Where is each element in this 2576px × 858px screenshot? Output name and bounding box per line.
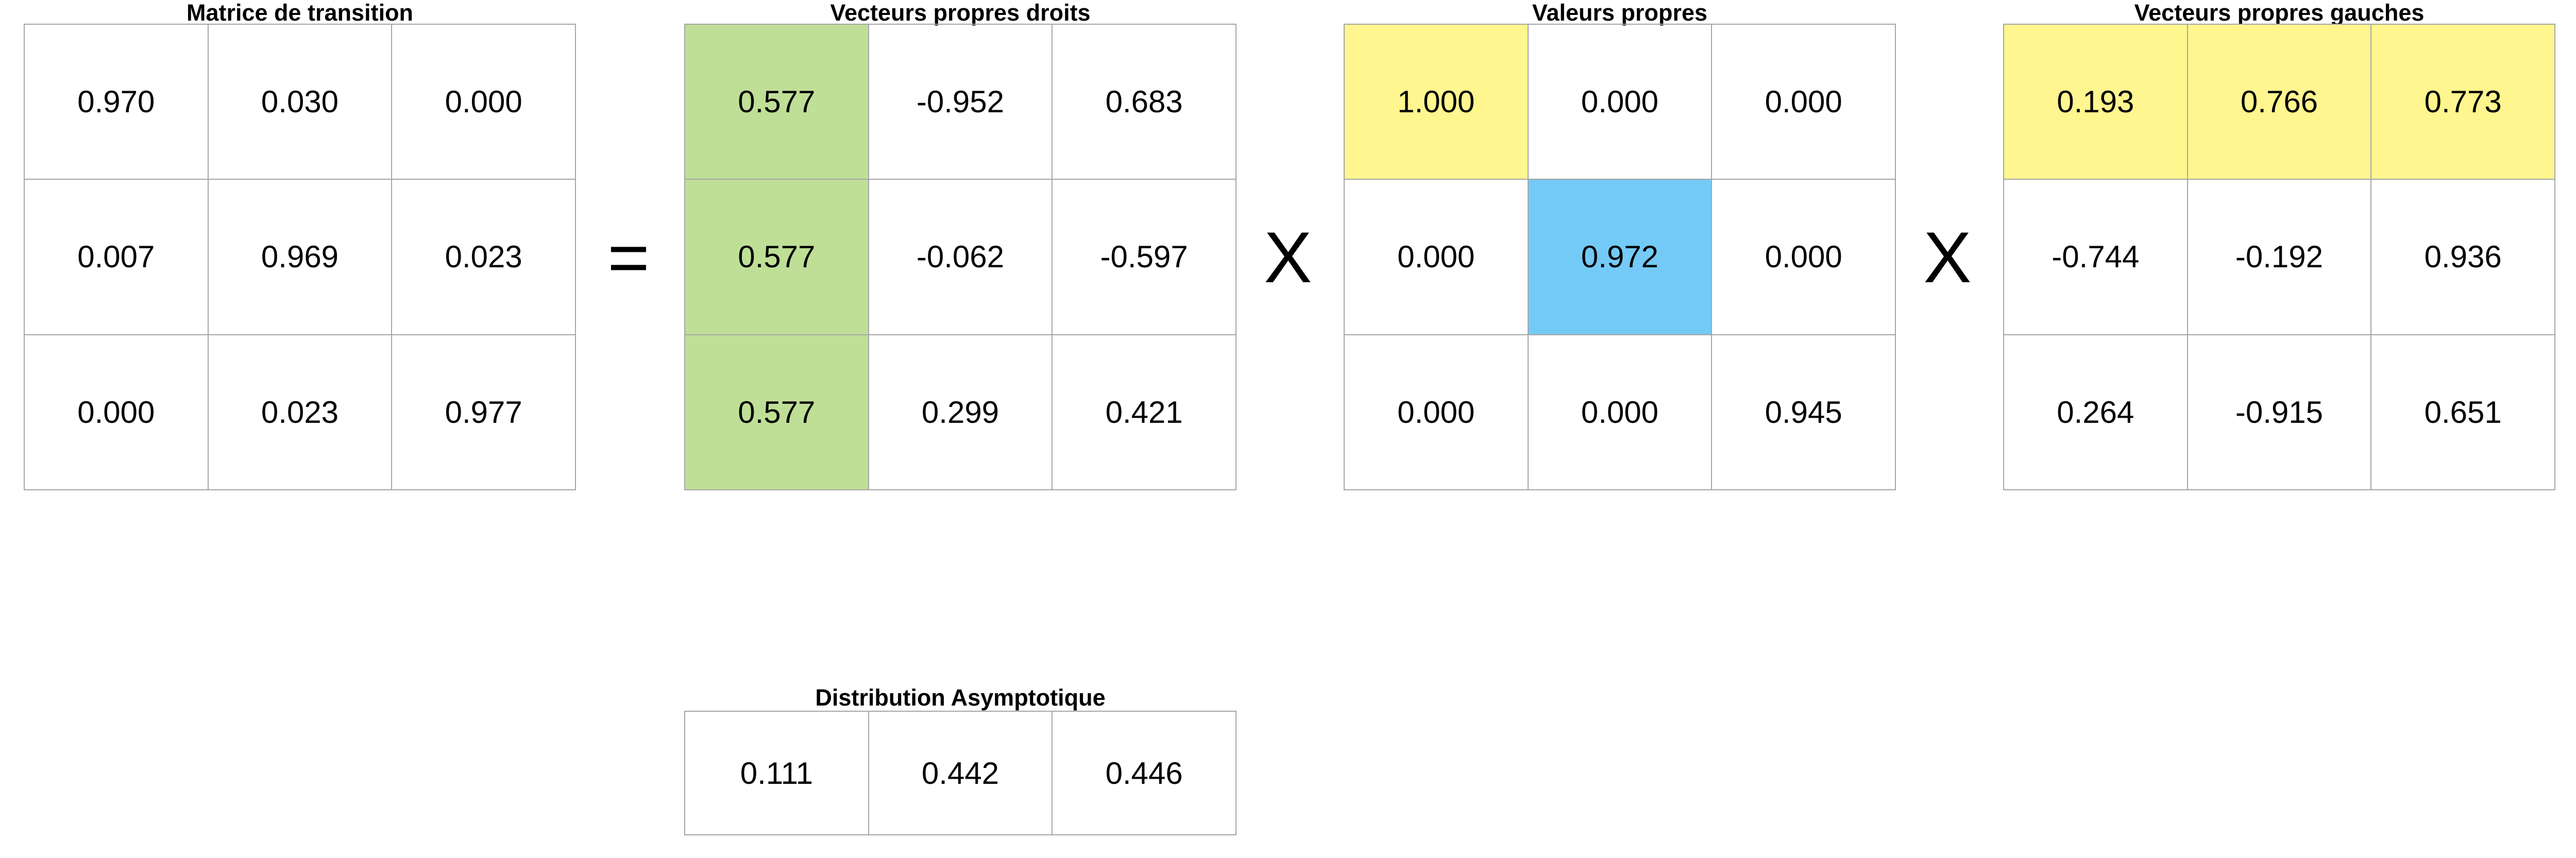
multiply-sign-1: X — [1264, 217, 1312, 298]
right-eig-cell-1-2: -0.597 — [1052, 179, 1236, 335]
right-eig-cell-1-1: -0.062 — [868, 179, 1053, 335]
asymptotic-block: Distribution Asymptotique 0.111 0.442 0.… — [684, 685, 1236, 835]
right-eig-cell-0-2: 0.683 — [1052, 23, 1236, 180]
eigval-cell-2-1: 0.000 — [1527, 334, 1713, 491]
left-eig-cell-0-1: 0.766 — [2187, 23, 2372, 180]
left-eig-cell-2-1: -0.915 — [2187, 334, 2372, 491]
eigval-cell-2-2: 0.945 — [1711, 334, 1896, 491]
transition-matrix: 0.970 0.030 0.000 0.007 0.969 0.023 0.00… — [24, 23, 576, 491]
right-eig-cell-2-0: 0.577 — [684, 334, 869, 491]
left-eig-cell-1-2: 0.936 — [2370, 179, 2555, 335]
left-eigenvectors-block: Vecteurs propres gauches 0.193 0.766 0.7… — [2003, 0, 2555, 491]
asymptotic-cell-1: 0.442 — [868, 711, 1053, 835]
right-eig-cell-0-1: -0.952 — [868, 23, 1053, 180]
right-eig-cell-2-1: 0.299 — [868, 334, 1053, 491]
transition-cell-2-2: 0.977 — [391, 334, 576, 491]
eigenvalues-block: Valeurs propres 1.000 0.000 0.000 0.000 … — [1344, 0, 1896, 491]
eigval-cell-0-2: 0.000 — [1711, 23, 1896, 180]
left-eigenvectors-title: Vecteurs propres gauches — [2134, 0, 2425, 26]
asymptotic-cell-0: 0.111 — [684, 711, 869, 835]
transition-cell-1-0: 0.007 — [24, 179, 209, 335]
eigval-cell-2-0: 0.000 — [1344, 334, 1529, 491]
left-eig-cell-0-0: 0.193 — [2003, 23, 2188, 180]
eigval-cell-1-1: 0.972 — [1527, 179, 1713, 335]
transition-matrix-block: Matrice de transition 0.970 0.030 0.000 … — [24, 0, 576, 491]
eigval-cell-1-2: 0.000 — [1711, 179, 1896, 335]
eigenvalues-matrix: 1.000 0.000 0.000 0.000 0.972 0.000 0.00… — [1344, 23, 1896, 491]
eigval-cell-1-0: 0.000 — [1344, 179, 1529, 335]
asymptotic-cell-2: 0.446 — [1052, 711, 1236, 835]
transition-cell-2-1: 0.023 — [207, 334, 393, 491]
transition-cell-0-0: 0.970 — [24, 23, 209, 180]
equals-sign: = — [607, 217, 650, 298]
asymptotic-title: Distribution Asymptotique — [815, 684, 1106, 711]
left-eigenvectors-matrix: 0.193 0.766 0.773 -0.744 -0.192 0.936 0.… — [2003, 23, 2555, 491]
left-eig-cell-1-0: -0.744 — [2003, 179, 2188, 335]
transition-cell-1-1: 0.969 — [207, 179, 393, 335]
asymptotic-matrix: 0.111 0.442 0.446 — [684, 711, 1236, 835]
left-eig-cell-2-2: 0.651 — [2370, 334, 2555, 491]
transition-cell-1-2: 0.023 — [391, 179, 576, 335]
eigval-cell-0-0: 1.000 — [1344, 23, 1529, 180]
left-eig-cell-0-2: 0.773 — [2370, 23, 2555, 180]
right-eig-cell-2-2: 0.421 — [1052, 334, 1236, 491]
transition-matrix-title: Matrice de transition — [186, 0, 414, 26]
transition-cell-2-0: 0.000 — [24, 334, 209, 491]
left-eig-cell-1-1: -0.192 — [2187, 179, 2372, 335]
right-eigenvectors-matrix: 0.577 -0.952 0.683 0.577 -0.062 -0.597 0… — [684, 23, 1236, 491]
eigval-cell-0-1: 0.000 — [1527, 23, 1713, 180]
left-eig-cell-2-0: 0.264 — [2003, 334, 2188, 491]
right-eig-cell-1-0: 0.577 — [684, 179, 869, 335]
multiply-sign-2: X — [1923, 217, 1972, 298]
transition-cell-0-2: 0.000 — [391, 23, 576, 180]
right-eigenvectors-title: Vecteurs propres droits — [830, 0, 1091, 26]
right-eigenvectors-block: Vecteurs propres droits 0.577 -0.952 0.6… — [684, 0, 1236, 491]
right-eig-cell-0-0: 0.577 — [684, 23, 869, 180]
transition-cell-0-1: 0.030 — [207, 23, 393, 180]
eigenvalues-title: Valeurs propres — [1532, 0, 1708, 26]
